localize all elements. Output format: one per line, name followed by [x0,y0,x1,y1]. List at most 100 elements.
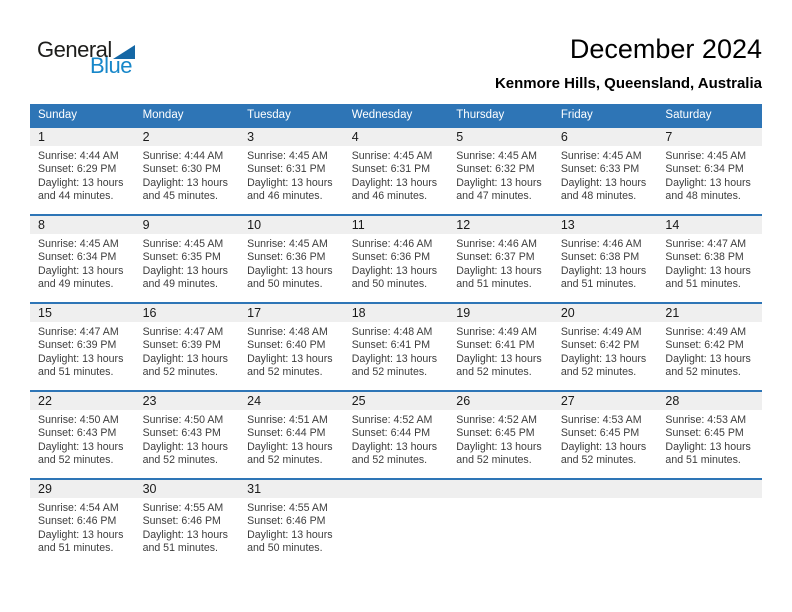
day-number: 3 [247,130,255,144]
day-cell: Sunrise: 4:54 AM Sunset: 6:46 PM Daylight:… [30,498,135,556]
sunset-text: Sunset: 6:45 PM [665,427,744,440]
daylight-line1: Daylight: 13 hours [351,440,438,453]
daylight-line2: and 48 minutes. [560,190,637,203]
day-number-strip: 15 16 17 18 19 20 21 [30,304,762,322]
day-cell: Sunrise: 4:45 AM Sunset: 6:33 PM Daylight:… [553,146,658,204]
title-block: December 2024 Kenmore Hills, Queensland,… [495,34,762,92]
daylight-line2: and 52 minutes. [247,366,323,379]
sunrise-text: Sunrise: 4:46 AM [351,238,433,250]
daylight-line1: Daylight: 13 hours [38,264,124,277]
logo-general-text: General [37,37,112,62]
sunrise-text: Sunrise: 4:48 AM [247,326,328,338]
daylight-line2: and 52 minutes. [560,454,637,467]
sunset-text: Sunset: 6:41 PM [456,339,535,352]
day-number: 9 [142,218,150,232]
day-cell: Sunrise: 4:46 AM Sunset: 6:37 PM Daylight:… [448,234,553,292]
day-number: 24 [247,394,262,408]
sunrise-text: Sunrise: 4:52 AM [456,414,537,426]
day-number [344,480,449,498]
daylight-line2: and 51 minutes. [142,542,218,555]
day-number: 15 [38,306,52,320]
day-number: 8 [38,218,45,232]
daylight-line1: Daylight: 13 hours [142,440,228,453]
sunset-text: Sunset: 6:34 PM [665,163,744,176]
weekday-header-cell: Saturday [665,109,712,121]
sunset-text: Sunset: 6:39 PM [38,339,117,352]
daylight-line2: and 52 minutes. [142,366,218,379]
week-row: 22 23 24 25 26 27 28 Sunrise: 4:50 AM Sunset: 6:… [30,390,762,478]
daylight-line1: Daylight: 13 hours [142,352,228,365]
daylight-line2: and 51 minutes. [456,278,532,291]
daylight-line1: Daylight: 13 hours [38,440,124,453]
daylight-line1: Daylight: 13 hours [142,528,228,541]
day-number [448,480,553,498]
day-cell: Sunrise: 4:45 AM Sunset: 6:36 PM Daylight:… [239,234,344,292]
day-number: 10 [247,218,262,232]
daylight-line1: Daylight: 13 hours [665,264,751,277]
daylight-line1: Daylight: 13 hours [247,440,333,453]
day-number-strip: 22 23 24 25 26 27 28 [30,392,762,410]
day-number: 4 [351,130,359,144]
day-cell: Sunrise: 4:45 AM Sunset: 6:31 PM Daylight:… [239,146,344,204]
daylight-line1: Daylight: 13 hours [38,176,124,189]
sunrise-text: Sunrise: 4:54 AM [38,502,119,514]
day-cell: Sunrise: 4:53 AM Sunset: 6:45 PM Daylight:… [657,410,762,468]
day-cell: Sunrise: 4:48 AM Sunset: 6:41 PM Daylight:… [344,322,449,380]
day-cell: Sunrise: 4:52 AM Sunset: 6:45 PM Daylight:… [448,410,553,468]
day-number: 13 [560,218,575,232]
sunset-text: Sunset: 6:44 PM [247,427,326,440]
sunset-text: Sunset: 6:44 PM [351,427,431,440]
sunrise-text: Sunrise: 4:45 AM [665,150,747,162]
sunset-text: Sunset: 6:31 PM [247,163,326,176]
day-number: 11 [351,218,365,232]
day-number: 25 [351,394,366,408]
sunrise-text: Sunrise: 4:46 AM [456,238,537,250]
sunset-text: Sunset: 6:46 PM [247,515,326,528]
weekday-header-cell: Sunday [38,109,78,121]
day-cell: Sunrise: 4:45 AM Sunset: 6:35 PM Daylight:… [135,234,240,292]
day-cell: Sunrise: 4:46 AM Sunset: 6:36 PM Daylight:… [344,234,449,292]
weekday-header-cell: Monday [142,109,184,121]
sunset-text: Sunset: 6:42 PM [665,339,744,352]
daylight-line1: Daylight: 13 hours [560,176,647,189]
daylight-line2: and 52 minutes. [38,454,114,467]
day-details-row: Sunrise: 4:54 AM Sunset: 6:46 PM Daylight:… [30,498,762,556]
week-row: 15 16 17 18 19 20 21 Sunrise: 4:47 AM Sunset: 6:… [30,302,762,390]
day-number-strip: 8 9 10 11 12 13 14 [30,216,762,234]
day-number: 20 [560,306,575,320]
sunrise-text: Sunrise: 4:45 AM [247,150,328,162]
day-number: 30 [142,482,157,496]
daylight-line1: Daylight: 13 hours [560,264,647,277]
sunset-text: Sunset: 6:46 PM [38,515,117,528]
day-number [553,480,658,498]
daylight-line1: Daylight: 13 hours [456,352,542,365]
sunrise-text: Sunrise: 4:44 AM [38,150,119,162]
day-number: 16 [142,306,157,320]
day-cell: Sunrise: 4:46 AM Sunset: 6:38 PM Daylight:… [553,234,658,292]
day-number: 27 [560,394,575,408]
daylight-line2: and 52 minutes. [142,454,218,467]
daylight-line2: and 52 minutes. [560,366,637,379]
sunset-text: Sunset: 6:37 PM [456,251,535,264]
day-cell: Sunrise: 4:45 AM Sunset: 6:31 PM Daylight:… [344,146,449,204]
day-number: 17 [247,306,262,320]
daylight-line1: Daylight: 13 hours [351,176,438,189]
day-cell: Sunrise: 4:47 AM Sunset: 6:38 PM Daylight:… [657,234,762,292]
weekday-header-row: Sunday Monday Tuesday Wednesday Thursday Frid… [30,104,762,126]
day-number: 31 [247,482,262,496]
sunset-text: Sunset: 6:45 PM [560,427,640,440]
logo-triangle-icon [112,45,135,59]
daylight-line2: and 51 minutes. [38,542,114,555]
sunrise-text: Sunrise: 4:45 AM [247,238,328,250]
daylight-line1: Daylight: 13 hours [665,352,751,365]
daylight-line2: and 52 minutes. [456,366,532,379]
day-details-row: Sunrise: 4:44 AM Sunset: 6:29 PM Daylight:… [30,146,762,204]
day-number: 12 [456,218,471,232]
sunrise-text: Sunrise: 4:53 AM [665,414,747,426]
day-cell: Sunrise: 4:47 AM Sunset: 6:39 PM Daylight:… [30,322,135,380]
daylight-line1: Daylight: 13 hours [665,176,751,189]
sunset-text: Sunset: 6:33 PM [560,163,640,176]
sunset-text: Sunset: 6:46 PM [142,515,221,528]
daylight-line2: and 51 minutes. [665,278,741,291]
daylight-line2: and 46 minutes. [351,190,428,203]
